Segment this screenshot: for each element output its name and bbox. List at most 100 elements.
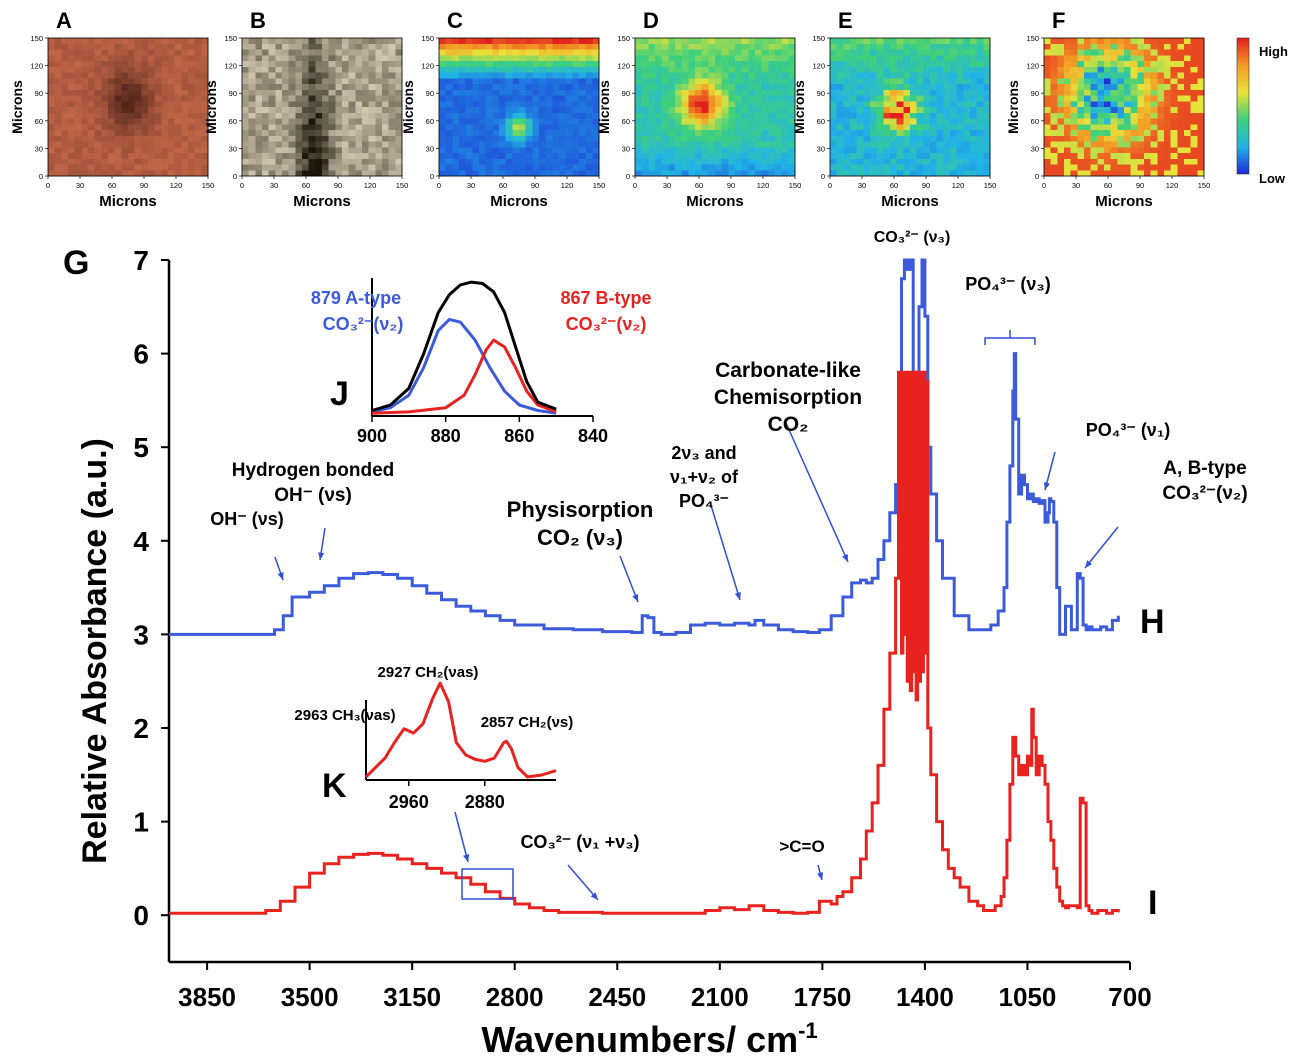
image-cell [148, 66, 155, 73]
image-cell [128, 84, 135, 91]
image-cell [268, 95, 276, 102]
image-cell [970, 78, 977, 85]
image-cell [916, 61, 924, 68]
image-xtick-label: 90 [531, 181, 539, 190]
image-cell [830, 43, 837, 50]
image-cell [856, 124, 864, 131]
image-cell [565, 72, 573, 79]
image-cell [956, 170, 964, 177]
image-cell [661, 112, 669, 119]
image-cell [950, 101, 957, 108]
image-cell [1044, 141, 1051, 148]
image-cell [876, 153, 884, 160]
image-cell [1084, 101, 1091, 108]
image-cell [903, 66, 911, 73]
annotation-physisorption: Physisorption [507, 497, 654, 522]
image-cell [910, 84, 917, 91]
image-cell [748, 112, 756, 119]
image-cell [1190, 55, 1198, 62]
image-cell [519, 164, 526, 171]
image-cell [648, 141, 656, 148]
image-cell [843, 158, 851, 165]
image-cell [368, 107, 376, 114]
image-xtick-label: 60 [499, 181, 507, 190]
image-cell [355, 61, 363, 68]
image-cell [1117, 89, 1125, 96]
image-cell [748, 135, 756, 142]
annotation-arrowhead [817, 872, 824, 880]
image-cell [1104, 147, 1111, 154]
image-cell [452, 118, 460, 125]
image-cell [54, 124, 62, 131]
image-xtick-label: 90 [922, 181, 930, 190]
image-cell [108, 61, 115, 68]
image-cell [788, 78, 796, 85]
image-cell [295, 72, 303, 79]
image-cell [1097, 170, 1105, 177]
image-cell [755, 164, 762, 171]
image-cell [695, 101, 702, 108]
image-cell [1097, 61, 1105, 68]
image-cell [956, 153, 964, 160]
image-cell [579, 112, 586, 119]
image-cell [950, 95, 957, 102]
image-cell [148, 84, 155, 91]
image-cell [641, 107, 649, 114]
image-cell [1144, 89, 1151, 96]
image-cell [950, 107, 957, 114]
image-cell [830, 170, 837, 177]
image-cell [890, 72, 897, 79]
image-cell [355, 107, 363, 114]
image-cell [134, 78, 142, 85]
image-cell [1177, 118, 1185, 125]
image-cell [1177, 95, 1185, 102]
image-cell [302, 89, 309, 96]
image-cell [1157, 84, 1165, 91]
image-cell [863, 130, 871, 137]
image-cell [781, 61, 789, 68]
image-cell [362, 147, 369, 154]
image-cell [81, 38, 89, 45]
image-cell [68, 153, 75, 160]
image-cell [395, 118, 403, 125]
image-cell [114, 95, 122, 102]
image-cell [268, 61, 276, 68]
image-cell [268, 147, 276, 154]
image-cell [552, 66, 560, 73]
image-cell [565, 141, 573, 148]
image-cell [896, 130, 904, 137]
image-cell [268, 78, 276, 85]
image-cell [134, 153, 142, 160]
image-cell [61, 112, 69, 119]
image-cell [485, 72, 493, 79]
image-cell [675, 107, 682, 114]
image-cell [1157, 170, 1165, 177]
image-ytick-label: 90 [35, 89, 43, 98]
image-cell [348, 84, 356, 91]
image-cell [943, 141, 951, 148]
image-cell [856, 61, 864, 68]
image-cell [1177, 164, 1185, 171]
image-cell [485, 118, 493, 125]
image-cell [262, 89, 269, 96]
image-cell [728, 55, 736, 62]
image-cell [675, 95, 682, 102]
image-cell [1044, 38, 1051, 45]
image-cell [465, 78, 473, 85]
image-cell [322, 43, 329, 50]
image-cell [445, 72, 453, 79]
image-cell [748, 84, 756, 91]
image-cell [701, 95, 709, 102]
image-cell [1177, 147, 1185, 154]
image-cell [572, 170, 580, 177]
image-cell [572, 130, 580, 137]
image-cell [655, 147, 662, 154]
image-cell [512, 107, 520, 114]
image-cell [382, 130, 389, 137]
x-tick-label: 1400 [896, 982, 954, 1012]
image-cell [1110, 141, 1118, 148]
image-cell [242, 84, 249, 91]
image-cell [661, 89, 669, 96]
image-cell [174, 135, 182, 142]
image-cell [242, 135, 249, 142]
